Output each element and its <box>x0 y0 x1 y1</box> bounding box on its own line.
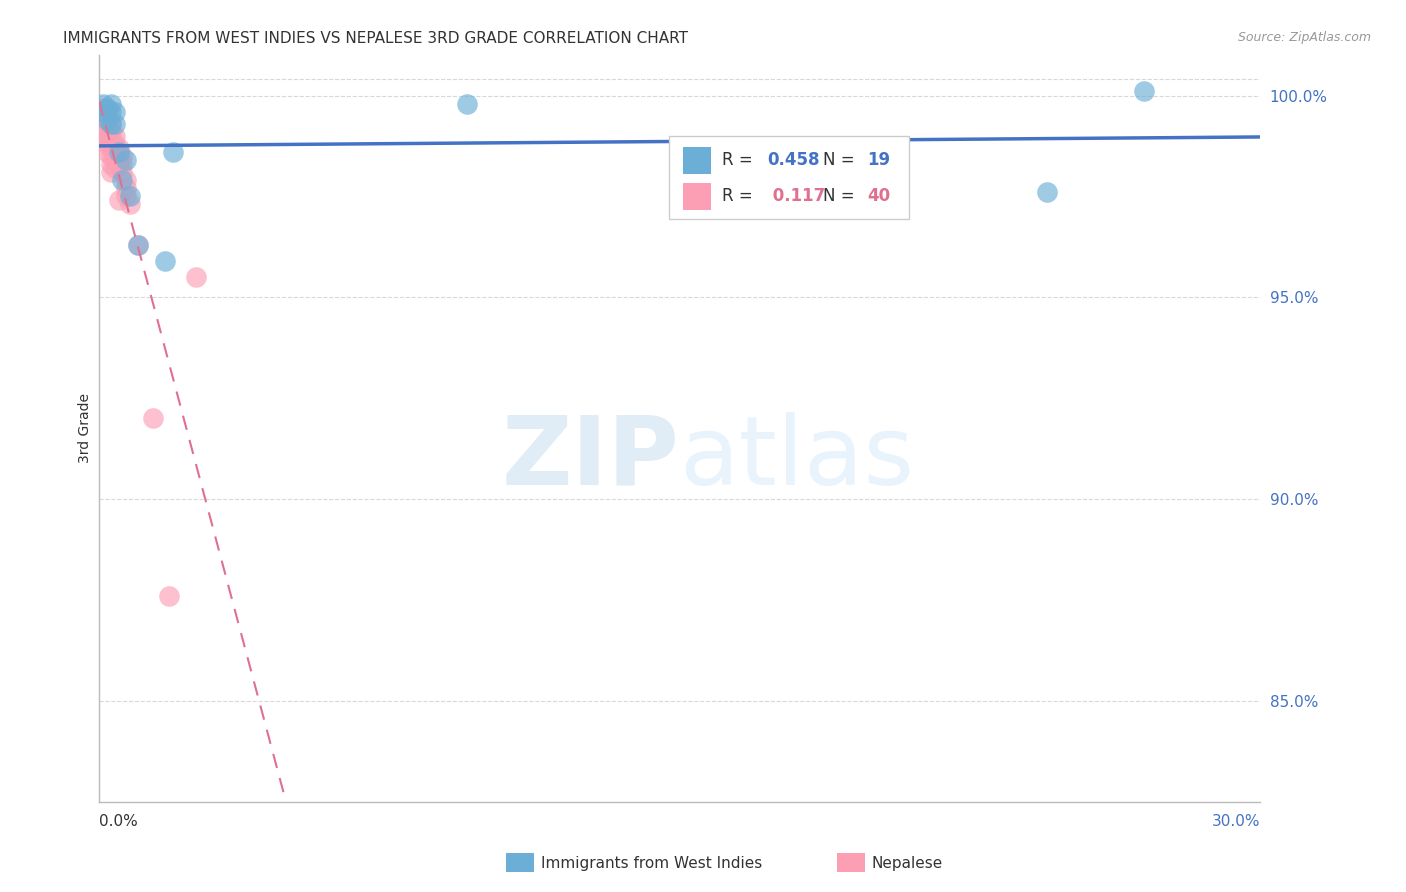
Point <box>107 194 129 208</box>
Text: 19: 19 <box>868 152 890 169</box>
Point <box>142 411 165 425</box>
Text: R =: R = <box>723 152 758 169</box>
Point <box>107 149 129 163</box>
Point <box>111 173 134 187</box>
Point <box>96 128 118 143</box>
Point <box>107 145 129 159</box>
Text: IMMIGRANTS FROM WEST INDIES VS NEPALESE 3RD GRADE CORRELATION CHART: IMMIGRANTS FROM WEST INDIES VS NEPALESE … <box>63 31 689 46</box>
Text: ZIP: ZIP <box>502 412 679 505</box>
Point <box>104 128 127 143</box>
Point <box>91 104 114 119</box>
Point <box>96 136 118 151</box>
Point <box>100 133 122 147</box>
Point <box>162 145 184 159</box>
Point <box>104 117 127 131</box>
Point <box>96 112 118 127</box>
Point <box>120 197 142 211</box>
Point <box>96 101 118 115</box>
Point <box>96 145 118 159</box>
Point <box>127 237 149 252</box>
Text: 0.117: 0.117 <box>768 187 825 205</box>
Point <box>91 101 114 115</box>
Point <box>100 117 122 131</box>
Point <box>91 117 114 131</box>
Point <box>127 237 149 252</box>
Point <box>96 112 118 127</box>
Point <box>100 141 122 155</box>
Point <box>115 173 138 187</box>
Point <box>111 149 134 163</box>
Point <box>107 141 129 155</box>
Point <box>104 145 127 159</box>
Point <box>115 153 138 167</box>
Text: 0.458: 0.458 <box>768 152 820 169</box>
Point <box>96 120 118 135</box>
Point <box>115 189 138 203</box>
Text: 0.0%: 0.0% <box>100 814 138 829</box>
Point <box>91 133 114 147</box>
Point <box>100 96 122 111</box>
Text: Immigrants from West Indies: Immigrants from West Indies <box>541 856 762 871</box>
Point <box>111 157 134 171</box>
Point <box>100 125 122 139</box>
Point <box>91 125 114 139</box>
Point <box>91 112 114 127</box>
Point <box>115 181 138 195</box>
Point <box>96 104 118 119</box>
Point <box>104 153 127 167</box>
Point <box>104 104 127 119</box>
Text: 40: 40 <box>868 187 890 205</box>
Point <box>100 149 122 163</box>
Y-axis label: 3rd Grade: 3rd Grade <box>79 393 93 464</box>
Point <box>100 117 122 131</box>
Text: 30.0%: 30.0% <box>1212 814 1260 829</box>
Point <box>91 96 114 111</box>
Point <box>100 157 122 171</box>
Point <box>1036 186 1059 200</box>
Point <box>100 165 122 179</box>
Point <box>96 101 118 115</box>
Point <box>456 96 478 111</box>
Point <box>104 136 127 151</box>
Point <box>107 157 129 171</box>
Text: Nepalese: Nepalese <box>872 856 943 871</box>
Text: R =: R = <box>723 187 758 205</box>
Point <box>157 589 180 603</box>
Point <box>120 189 142 203</box>
Point <box>100 104 122 119</box>
Text: N =: N = <box>824 187 860 205</box>
Point <box>91 104 114 119</box>
Point <box>184 270 207 285</box>
Point <box>111 165 134 179</box>
Text: atlas: atlas <box>679 412 915 505</box>
Point <box>1133 85 1156 99</box>
Text: N =: N = <box>824 152 860 169</box>
Text: Source: ZipAtlas.com: Source: ZipAtlas.com <box>1237 31 1371 45</box>
Point <box>153 254 176 268</box>
Point <box>104 161 127 176</box>
